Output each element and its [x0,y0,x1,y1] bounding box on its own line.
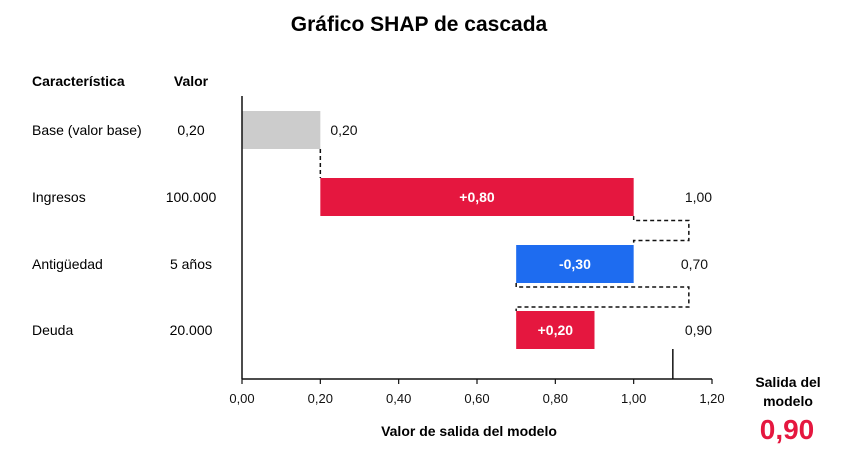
waterfall-bar [516,245,634,283]
feature-value: 0,20 [177,122,204,138]
model-output-label-line2: modelo [763,393,813,409]
waterfall-bar [516,311,595,349]
x-tick-label: 0,80 [543,391,568,406]
model-output-value: 0,90 [760,414,815,445]
bar-end-value-label: 0,20 [330,122,357,138]
x-tick-label: 0,60 [464,391,489,406]
waterfall-bar [242,111,321,149]
feature-label: Ingresos [32,189,86,205]
feature-value: 20.000 [170,322,213,338]
bar-end-value-label: 1,00 [685,189,712,205]
feature-label: Base (valor base) [32,122,142,138]
bar-end-value-label: 0,70 [681,256,708,272]
bar-end-value-label: 0,90 [685,322,712,338]
x-tick-label: 0,20 [308,391,333,406]
feature-label: Antigüedad [32,256,103,272]
value-column-header: Valor [174,73,209,89]
x-tick-label: 1,20 [699,391,724,406]
model-output-label-line1: Salida del [755,374,820,390]
waterfall-bar [320,178,634,216]
chart-title: Gráfico SHAP de cascada [291,13,548,36]
bar-contribution-label: -0,30 [559,256,591,272]
x-tick-label: 0,00 [229,391,254,406]
x-tick-label: 1,00 [621,391,646,406]
feature-value: 100.000 [166,189,217,205]
feature-label: Deuda [32,322,73,338]
bar-contribution-label: +0,20 [538,322,574,338]
x-axis-label: Valor de salida del modelo [381,423,557,439]
x-tick-label: 0,40 [386,391,411,406]
feature-column-header: Característica [32,73,125,89]
bar-contribution-label: +0,80 [459,189,495,205]
connector-line [632,216,690,245]
connector-line [515,283,690,311]
feature-value: 5 años [170,256,212,272]
